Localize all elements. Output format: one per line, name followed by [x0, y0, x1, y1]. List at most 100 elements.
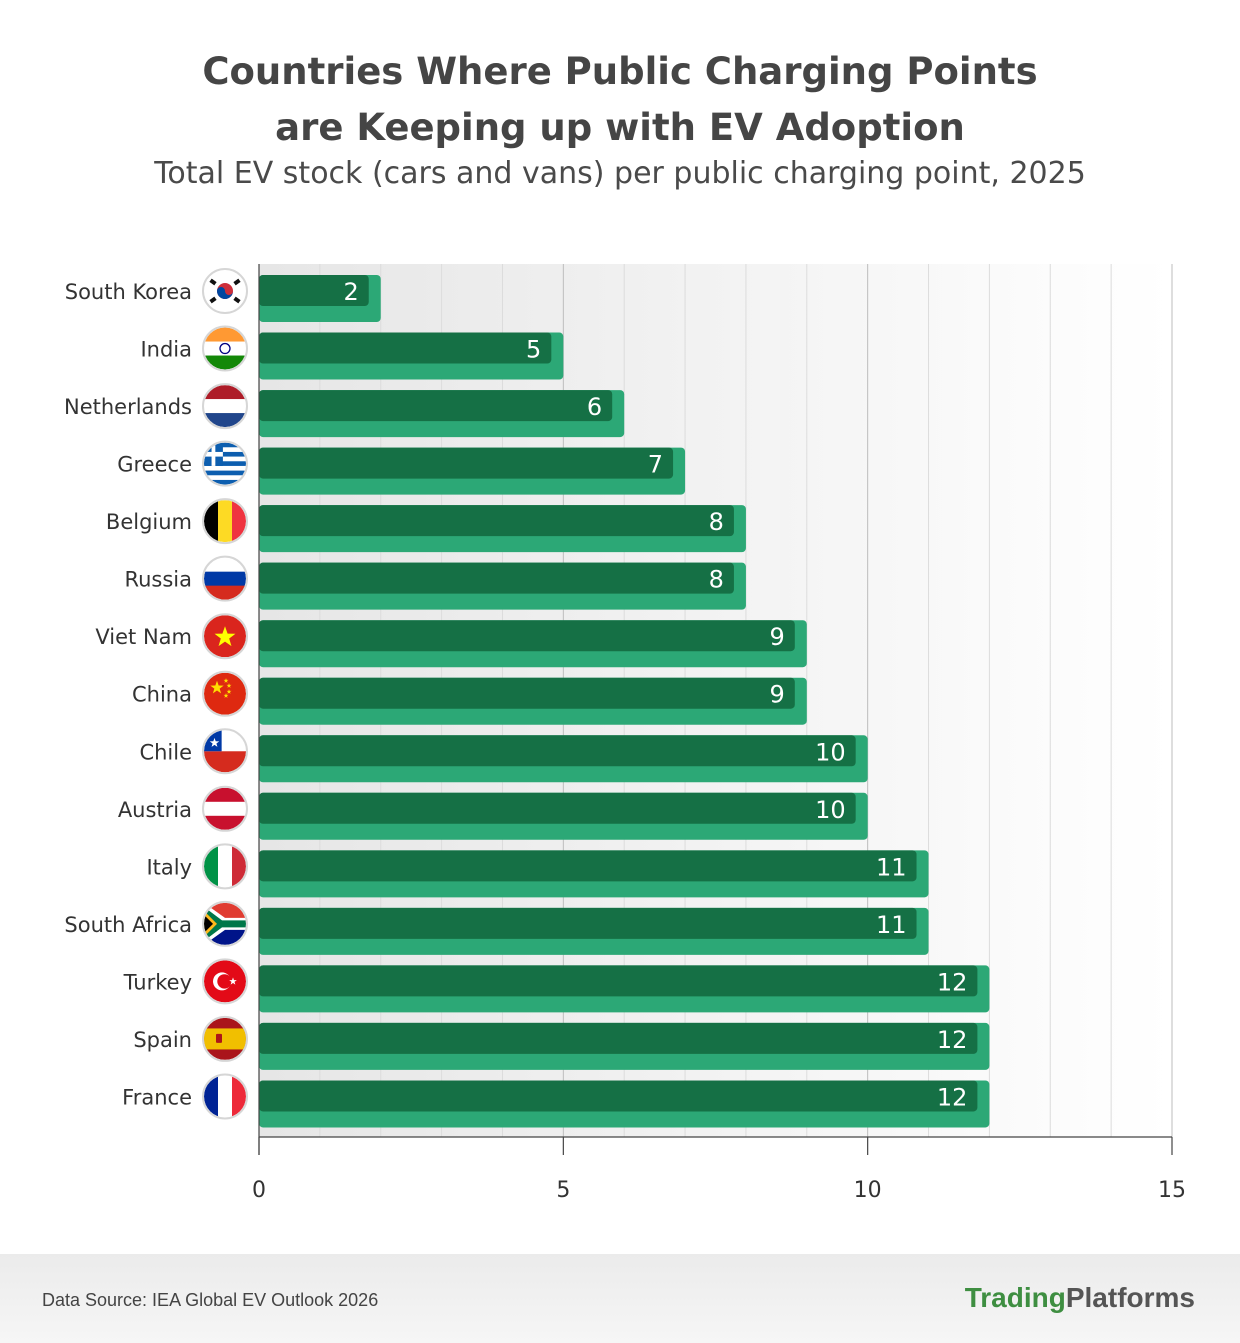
flag-border	[202, 785, 248, 832]
flag-stripe	[218, 1075, 233, 1118]
flag-border	[202, 613, 248, 660]
category-label: Turkey	[123, 970, 192, 994]
flag-fill	[204, 672, 246, 715]
category-label: Netherlands	[64, 395, 192, 419]
flag-border	[202, 1073, 248, 1120]
bar	[259, 850, 917, 882]
flag-star	[223, 693, 229, 698]
bar	[259, 907, 917, 939]
category-label: South Africa	[64, 913, 192, 937]
bar-value-label: 6	[587, 393, 602, 421]
flag-stripe	[204, 557, 246, 573]
flag-border	[202, 843, 248, 890]
flag-border	[202, 670, 248, 717]
flag-stripe	[218, 500, 233, 543]
viet-nam-flag-icon	[202, 613, 248, 660]
flag-border	[202, 498, 248, 545]
bar	[259, 677, 795, 709]
flag-border	[202, 555, 248, 602]
flag-fill	[204, 327, 246, 370]
bar-value-label: 2	[343, 278, 358, 306]
flag-band	[204, 906, 246, 941]
flag-stripe	[204, 571, 246, 587]
flag-stripe	[204, 1075, 219, 1118]
bar-chart: 2 South Korea 5 India 6 Netherlands 7 Greece 8 Be…	[64, 264, 1186, 1203]
category-label: Greece	[117, 453, 192, 477]
flag-fill	[204, 385, 246, 428]
flag-emblem	[219, 342, 231, 355]
china-flag-icon	[202, 670, 248, 717]
flag-border	[202, 1015, 248, 1062]
flag-border	[202, 383, 248, 430]
flag-stripe	[218, 845, 233, 888]
flag-star	[229, 977, 237, 985]
data-source: Data Source: IEA Global EV Outlook 2026	[42, 1290, 379, 1310]
flag-stripe	[204, 500, 219, 543]
bar-value-label: 9	[770, 681, 785, 709]
flag-stripe	[204, 465, 246, 471]
russia-flag-icon	[202, 555, 248, 602]
chart-subtitle: Total EV stock (cars and vans) per publi…	[154, 156, 1086, 191]
category-label: Russia	[124, 568, 192, 592]
flag-fill	[204, 845, 246, 888]
category-label: Viet Nam	[95, 625, 192, 649]
flag-fill	[204, 270, 246, 312]
south-africa-flag-icon	[202, 900, 248, 947]
flag-fill	[204, 902, 246, 945]
austria-flag-icon	[202, 785, 248, 832]
flag-stripe	[204, 447, 246, 453]
flag-fill	[204, 960, 246, 1003]
brand-part-1: Trading	[964, 1282, 1066, 1313]
flag-star	[226, 689, 232, 694]
flag-stripe	[204, 845, 219, 888]
flag-star	[223, 678, 229, 683]
bar-value-label: 11	[876, 853, 907, 881]
flag-stripe	[232, 500, 246, 543]
flag-stripe	[204, 470, 246, 476]
bar	[259, 562, 734, 594]
flag-emblem	[216, 1033, 222, 1043]
flag-trigram	[209, 296, 217, 304]
bar-value-label: 8	[709, 508, 724, 536]
chile-flag-icon	[202, 728, 248, 775]
flag-stripe	[232, 1075, 246, 1118]
bar	[259, 390, 613, 422]
title-line-2: are Keeping up with EV Adoption	[275, 106, 965, 149]
bar-value-label: 10	[815, 796, 846, 824]
bar	[259, 792, 856, 824]
flag-stripe	[204, 413, 246, 428]
flag-border	[202, 900, 248, 947]
flag-stripe	[204, 451, 246, 457]
bar-value-label: 8	[709, 566, 724, 594]
france-flag-icon	[202, 1073, 248, 1120]
flag-fill	[204, 442, 246, 485]
category-label: Belgium	[106, 510, 192, 534]
india-flag-icon	[202, 325, 248, 372]
brand-logo: TradingPlatforms	[965, 1282, 1195, 1314]
bar-value-label: 5	[526, 336, 541, 364]
bar	[259, 1022, 978, 1054]
belgium-flag-icon	[202, 498, 248, 545]
flag-border	[202, 728, 248, 775]
flag-stripe	[204, 399, 246, 414]
spain-flag-icon	[202, 1015, 248, 1062]
flag-star	[226, 683, 232, 688]
bar-value-label: 12	[937, 1083, 968, 1111]
flag-stripe	[204, 787, 246, 803]
flag-star	[209, 737, 220, 747]
flag-stripe	[204, 585, 246, 600]
flag-cross	[211, 442, 216, 466]
flag-fill	[204, 500, 246, 543]
flag-stripe	[204, 1028, 246, 1050]
flag-stripe	[232, 845, 246, 888]
flag-stripe	[204, 385, 246, 400]
flag-fill	[204, 615, 246, 658]
flag-fill	[204, 787, 246, 830]
flag-stripe	[204, 475, 246, 481]
bar	[259, 735, 856, 767]
flag-band	[204, 914, 213, 933]
greece-flag-icon	[202, 440, 248, 487]
bar	[259, 505, 734, 537]
bar-value-label: 11	[876, 911, 907, 939]
title-line-1: Countries Where Public Charging Points	[202, 50, 1038, 93]
